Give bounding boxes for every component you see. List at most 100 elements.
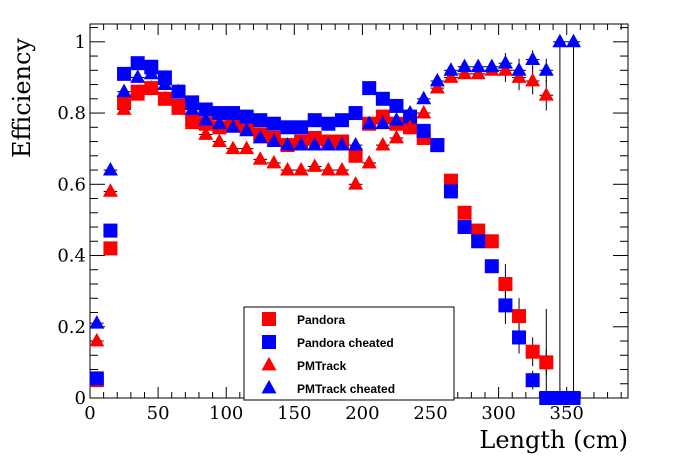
pmtrack-cheated-point <box>143 65 159 80</box>
pandora-cheated-point <box>103 223 118 238</box>
pandora-cheated-point <box>375 91 390 106</box>
axis-ticks: 0 50 100 150 200 250 300 350 0 0.2 0.4 0.6 0.8 1 <box>57 24 628 424</box>
x-tick-label: 350 <box>550 403 584 424</box>
pmtrack-point <box>239 140 255 155</box>
pmtrack-point <box>348 176 364 190</box>
pmtrack-cheated-point <box>171 83 187 98</box>
legend-box <box>243 306 455 401</box>
pmtrack-cheated-point <box>293 137 309 151</box>
legend-label-pmtrack: PMTrack <box>297 359 347 373</box>
x-tick-label: 50 <box>147 403 170 424</box>
pmtrack-cheated-point <box>348 137 364 151</box>
pmtrack-cheated-point <box>443 62 459 76</box>
pmtrack-point <box>225 140 241 155</box>
pmtrack-cheated-point <box>116 83 132 98</box>
pandora-cheated-point <box>566 391 581 405</box>
pmtrack-cheated-point <box>566 33 582 48</box>
pmtrack-point <box>443 69 459 83</box>
pmtrack-point <box>307 158 323 172</box>
pmtrack-point <box>116 101 132 115</box>
pandora-cheated-point <box>89 371 104 386</box>
pmtrack-cheated-point <box>157 76 173 90</box>
pandora-point <box>348 148 363 163</box>
pmtrack-point <box>198 126 214 140</box>
pandora-cheated-point <box>294 120 309 135</box>
pmtrack-cheated-point <box>307 137 323 151</box>
pmtrack-cheated-point <box>266 133 282 147</box>
pmtrack-point <box>511 69 527 83</box>
x-tick-label: 200 <box>345 403 379 424</box>
legend-label-pandora-cheated: Pandora cheated <box>297 336 394 350</box>
pandora-point <box>512 309 527 324</box>
pmtrack-cheated-point <box>457 58 473 73</box>
pandora-cheated-point <box>484 259 499 274</box>
pandora-cheated-point <box>253 113 268 128</box>
pmtrack-point <box>402 119 418 133</box>
pandora-cheated-point <box>498 298 513 313</box>
y-tick-label: 0.6 <box>57 174 86 195</box>
pmtrack-point <box>171 101 187 115</box>
pandora-cheated-point <box>117 66 132 81</box>
y-axis-label: Efficiency <box>8 38 36 158</box>
legend: Pandora Pandora cheated PMTrack PMTrack che… <box>243 306 455 401</box>
pandora-cheated-point <box>552 391 567 405</box>
pmtrack-point <box>211 133 227 147</box>
pandora-point <box>484 234 499 249</box>
legend-label-pandora: Pandora <box>297 313 345 327</box>
pmtrack-cheated-point <box>334 137 350 151</box>
pandora-point <box>539 355 554 370</box>
pmtrack-point <box>361 154 377 169</box>
legend-marker-pandora <box>262 312 276 326</box>
pmtrack-cheated-point <box>130 69 146 83</box>
pmtrack-point <box>252 151 268 165</box>
pmtrack-point <box>293 161 309 176</box>
pmtrack-point <box>457 65 473 80</box>
pmtrack-cheated-point <box>375 115 391 130</box>
pmtrack-cheated-point <box>225 119 241 133</box>
pmtrack-cheated-point <box>525 51 541 66</box>
pmtrack-point <box>102 183 118 197</box>
pmtrack-point <box>266 154 282 169</box>
pmtrack-point <box>497 62 513 76</box>
pandora-cheated-point <box>307 113 322 128</box>
pmtrack-cheated-point <box>211 115 227 130</box>
pandora-cheated-point <box>130 56 145 71</box>
pmtrack-point <box>143 80 159 94</box>
pandora-point <box>471 223 486 238</box>
pandora-cheated-point <box>539 391 554 405</box>
x-tick-label: 150 <box>277 403 311 424</box>
pmtrack-cheated-point <box>89 315 105 329</box>
pmtrack-point <box>470 65 486 80</box>
pmtrack-point <box>130 87 146 101</box>
pandora-cheated-point <box>321 116 336 131</box>
pandora-cheated-point <box>212 106 227 121</box>
pmtrack-cheated-point <box>198 112 214 126</box>
pmtrack-point <box>416 104 432 119</box>
pandora-cheated-point <box>280 120 295 135</box>
pmtrack-point <box>429 80 445 94</box>
pmtrack-cheated-point <box>552 33 568 48</box>
pmtrack-cheated-point <box>470 58 486 73</box>
pandora-point <box>525 344 540 359</box>
legend-marker-pmtrack-cheated <box>261 379 277 394</box>
pmtrack-cheated-point <box>252 129 268 144</box>
data-markers <box>89 33 582 405</box>
pandora-cheated-point <box>226 106 241 121</box>
legend-label-pmtrack-cheated: PMTrack cheated <box>297 382 395 396</box>
pmtrack-point <box>184 115 200 130</box>
x-tick-label: 100 <box>209 403 243 424</box>
x-tick-label: 0 <box>84 403 95 424</box>
pandora-cheated-point <box>266 116 281 131</box>
pandora-cheated-point <box>512 330 527 345</box>
pmtrack-cheated-point <box>239 122 255 137</box>
pmtrack-point <box>388 129 404 144</box>
pmtrack-cheated-point <box>511 62 527 76</box>
y-tick-label: 0.2 <box>57 317 86 338</box>
pmtrack-cheated-point <box>429 72 445 87</box>
x-tick-label: 300 <box>481 403 515 424</box>
pmtrack-cheated-point <box>361 115 377 130</box>
y-tick-label: 0 <box>75 388 86 409</box>
pandora-cheated-point <box>348 106 363 121</box>
legend-marker-pandora-cheated <box>262 335 276 349</box>
